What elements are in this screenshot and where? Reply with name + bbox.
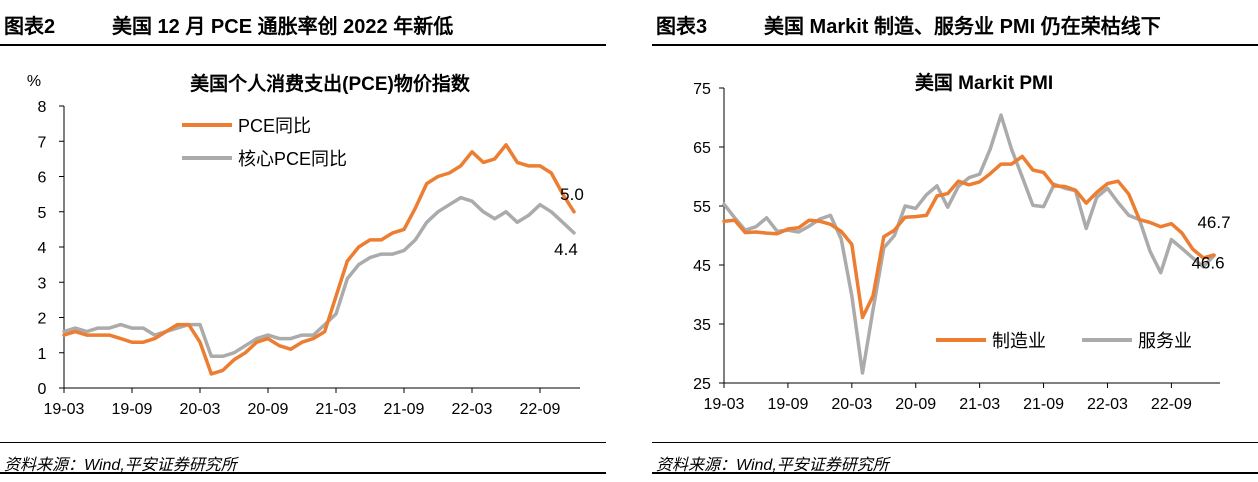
x-tick-label: 20-03: [831, 396, 872, 413]
x-tick-label: 22-03: [452, 401, 493, 418]
source-rule-bottom: [0, 472, 606, 474]
x-tick-label: 19-09: [767, 396, 808, 413]
x-tick-label: 20-09: [248, 401, 289, 418]
figure-header: 图表2 美国 12 月 PCE 通胀率创 2022 年新低: [0, 0, 606, 44]
y-tick-label: 3: [38, 275, 47, 292]
source-rule-top: [652, 442, 1258, 443]
end-value-label: 46.6: [1191, 254, 1224, 273]
figure-title: 美国 Markit 制造、服务业 PMI 仍在荣枯线下: [764, 16, 1161, 38]
header-rule: [652, 44, 1258, 46]
chart-title: 美国 Markit PMI: [915, 71, 1053, 94]
y-tick-label: 0: [38, 381, 47, 398]
figure-label: 图表3: [656, 16, 708, 38]
series-line-primary: [722, 154, 1216, 320]
x-tick-label: 20-09: [895, 396, 936, 413]
y-tick-label: 35: [693, 317, 711, 334]
y-tick-label: 45: [693, 258, 711, 275]
y-tick-label: 55: [693, 199, 711, 216]
x-tick-label: 20-03: [180, 401, 221, 418]
x-tick-label: 19-09: [112, 401, 153, 418]
header-rule: [0, 44, 606, 46]
legend-label: 制造业: [992, 331, 1046, 351]
x-tick-label: 21-03: [959, 396, 1000, 413]
y-tick-label: 4: [38, 240, 47, 257]
x-tick-label: 22-03: [1087, 396, 1128, 413]
legend-label: 核心PCE同比: [238, 149, 347, 169]
source-rule-top: [0, 442, 606, 443]
chart-title: 美国个人消费支出(PCE)物价指数: [190, 72, 471, 95]
x-tick-label: 21-09: [1023, 396, 1064, 413]
x-tick-label: 19-03: [44, 401, 85, 418]
figure-3-panel: 图表3 美国 Markit 制造、服务业 PMI 仍在荣枯线下 美国 Marki…: [652, 0, 1258, 482]
y-tick-label: 7: [38, 134, 47, 151]
source-rule-bottom: [652, 472, 1258, 474]
y-tick-label: 25: [693, 376, 711, 393]
end-value-label: 46.7: [1197, 213, 1230, 232]
figure-header: 图表3 美国 Markit 制造、服务业 PMI 仍在荣枯线下: [652, 0, 1258, 44]
figure-label: 图表2: [4, 16, 56, 38]
end-value-label: 5.0: [560, 185, 584, 204]
series-line-primary: [62, 143, 576, 376]
y-tick-label: 65: [693, 140, 711, 157]
x-tick-label: 19-03: [704, 396, 745, 413]
figure-2-panel: 图表2 美国 12 月 PCE 通胀率创 2022 年新低 美国个人消费支出(P…: [0, 0, 606, 482]
figure-title: 美国 12 月 PCE 通胀率创 2022 年新低: [112, 16, 454, 38]
y-axis-unit: %: [27, 73, 41, 90]
legend-label: 服务业: [1138, 331, 1192, 351]
x-tick-label: 21-09: [384, 401, 425, 418]
legend-label: PCE同比: [238, 116, 311, 136]
y-tick-label: 75: [693, 81, 711, 98]
pmi-chart: 美国 Markit PMI 25 35 45 55 65 75 19-03 19-09 20-03…: [693, 71, 1230, 413]
end-value-label: 4.4: [554, 240, 578, 259]
x-tick-label: 22-09: [520, 401, 561, 418]
x-tick-label: 22-09: [1151, 396, 1192, 413]
y-tick-label: 1: [38, 346, 47, 363]
series-line-secondary: [722, 113, 1216, 375]
pce-chart: 美国个人消费支出(PCE)物价指数% 0 1 2 3 4 5 6 7 8 19-03 19-09 20-…: [27, 72, 584, 418]
y-tick-label: 8: [38, 99, 47, 116]
source-note: 资料来源：Wind,平安证券研究所: [656, 457, 889, 474]
y-tick-label: 6: [38, 170, 47, 187]
y-tick-label: 5: [38, 205, 47, 222]
series-line-secondary: [62, 195, 576, 359]
y-tick-label: 2: [38, 311, 47, 328]
source-note: 资料来源：Wind,平安证券研究所: [4, 457, 237, 474]
x-tick-label: 21-03: [316, 401, 357, 418]
